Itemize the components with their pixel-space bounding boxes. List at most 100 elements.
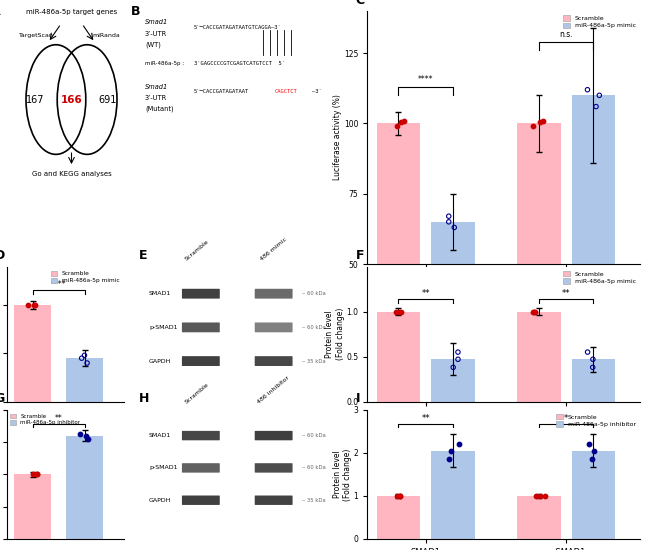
Text: miR-486a-5p target genes: miR-486a-5p target genes	[26, 9, 117, 15]
Point	[528, 307, 538, 316]
Legend: Scramble, miR-486a-5p inhibitor: Scramble, miR-486a-5p inhibitor	[555, 413, 637, 428]
Legend: Scramble, miR-486a-5p mimic: Scramble, miR-486a-5p mimic	[562, 14, 637, 30]
Point	[443, 212, 454, 221]
Point	[29, 301, 39, 310]
Text: miRanda: miRanda	[93, 34, 120, 38]
Point	[453, 348, 463, 356]
FancyBboxPatch shape	[255, 431, 292, 441]
Point	[30, 301, 40, 310]
Bar	[517, 312, 561, 402]
Text: ‒ 60 kDa: ‒ 60 kDa	[302, 465, 326, 470]
Text: ‒ 60 kDa: ‒ 60 kDa	[302, 325, 326, 330]
Point	[391, 307, 401, 316]
Point	[530, 307, 540, 316]
FancyBboxPatch shape	[182, 496, 220, 505]
Bar	[376, 312, 421, 402]
Bar	[571, 95, 616, 405]
Text: 166: 166	[60, 95, 83, 104]
FancyBboxPatch shape	[255, 496, 292, 505]
Point	[392, 122, 402, 131]
Bar	[431, 359, 475, 402]
Point	[82, 359, 92, 367]
Point	[448, 363, 458, 372]
Text: p-SMAD1: p-SMAD1	[149, 325, 177, 330]
Point	[31, 470, 42, 478]
FancyBboxPatch shape	[255, 289, 292, 299]
Text: p-SMAD1: p-SMAD1	[149, 465, 177, 470]
Text: 486 mimic: 486 mimic	[259, 236, 288, 261]
Point	[444, 455, 454, 464]
Text: G: G	[0, 392, 5, 405]
Bar	[431, 222, 475, 405]
Text: 3’-UTR: 3’-UTR	[145, 31, 167, 37]
Y-axis label: Luciferase activity (%): Luciferase activity (%)	[333, 95, 343, 180]
Text: (Mutant): (Mutant)	[145, 106, 174, 112]
FancyBboxPatch shape	[182, 289, 220, 299]
Text: 167: 167	[26, 95, 44, 104]
Point	[587, 455, 597, 464]
Legend: Scramble, miR-486a-5p mimic: Scramble, miR-486a-5p mimic	[50, 270, 121, 284]
Text: ‒ 60 kDa: ‒ 60 kDa	[302, 291, 326, 296]
Text: *: *	[564, 414, 568, 422]
Text: **: **	[55, 414, 62, 424]
Point	[79, 351, 90, 360]
Point	[591, 102, 601, 111]
Text: H: H	[138, 392, 149, 405]
Text: I: I	[356, 392, 360, 405]
Point	[396, 307, 406, 316]
Text: (WT): (WT)	[145, 42, 161, 48]
Bar	[376, 496, 421, 539]
Text: 486 inhibitor: 486 inhibitor	[257, 375, 291, 405]
Bar	[66, 436, 103, 539]
Point	[538, 116, 549, 125]
Point	[540, 492, 550, 500]
Legend: Scramble, miR-486a-5p inhibitor: Scramble, miR-486a-5p inhibitor	[9, 412, 81, 427]
Point	[77, 354, 87, 362]
Text: ‒ 35 kDa: ‒ 35 kDa	[302, 359, 326, 364]
Point	[399, 116, 410, 125]
Bar	[571, 450, 616, 539]
Text: SMAD1: SMAD1	[149, 433, 171, 438]
FancyBboxPatch shape	[182, 356, 220, 366]
Text: **: **	[421, 289, 430, 298]
Point	[28, 470, 38, 478]
Text: ‒ 35 kDa: ‒ 35 kDa	[302, 498, 326, 503]
Point	[530, 492, 541, 500]
Text: Go and KEGG analyses: Go and KEGG analyses	[32, 171, 111, 177]
Text: miR-486a-5p :: miR-486a-5p :	[145, 60, 184, 65]
Text: D: D	[0, 249, 5, 262]
Text: GAPDH: GAPDH	[149, 498, 172, 503]
Point	[392, 492, 402, 500]
Point	[83, 434, 93, 443]
Point	[584, 440, 594, 449]
Point	[395, 492, 406, 500]
Point	[453, 355, 463, 364]
FancyBboxPatch shape	[182, 322, 220, 332]
Text: ‒ 60 kDa: ‒ 60 kDa	[302, 433, 326, 438]
Text: **: **	[421, 414, 430, 422]
Point	[75, 430, 85, 439]
FancyBboxPatch shape	[255, 463, 292, 472]
Text: C: C	[356, 0, 365, 7]
Point	[535, 118, 545, 127]
Bar	[66, 358, 103, 402]
Text: —3′: —3′	[312, 90, 322, 95]
FancyBboxPatch shape	[182, 463, 220, 472]
Text: 3′GAGCCCCGTCGAGTCATGTCCT  5′: 3′GAGCCCCGTCGAGTCATGTCCT 5′	[194, 60, 285, 65]
Bar	[517, 496, 561, 539]
Text: Smad1: Smad1	[145, 19, 168, 25]
Point	[529, 307, 539, 316]
Text: SMAD1: SMAD1	[149, 291, 171, 296]
Bar	[517, 123, 561, 405]
Point	[22, 301, 32, 310]
FancyBboxPatch shape	[255, 356, 292, 366]
Text: Scramble: Scramble	[184, 239, 210, 261]
Point	[535, 492, 545, 500]
Text: n.s.: n.s.	[560, 30, 573, 39]
Point	[528, 122, 539, 131]
Text: 3’-UTR: 3’-UTR	[145, 95, 167, 101]
Legend: Scramble, miR-486a-5p mimic: Scramble, miR-486a-5p mimic	[562, 270, 637, 285]
Point	[81, 431, 92, 440]
Point	[394, 307, 404, 316]
Point	[454, 440, 464, 449]
